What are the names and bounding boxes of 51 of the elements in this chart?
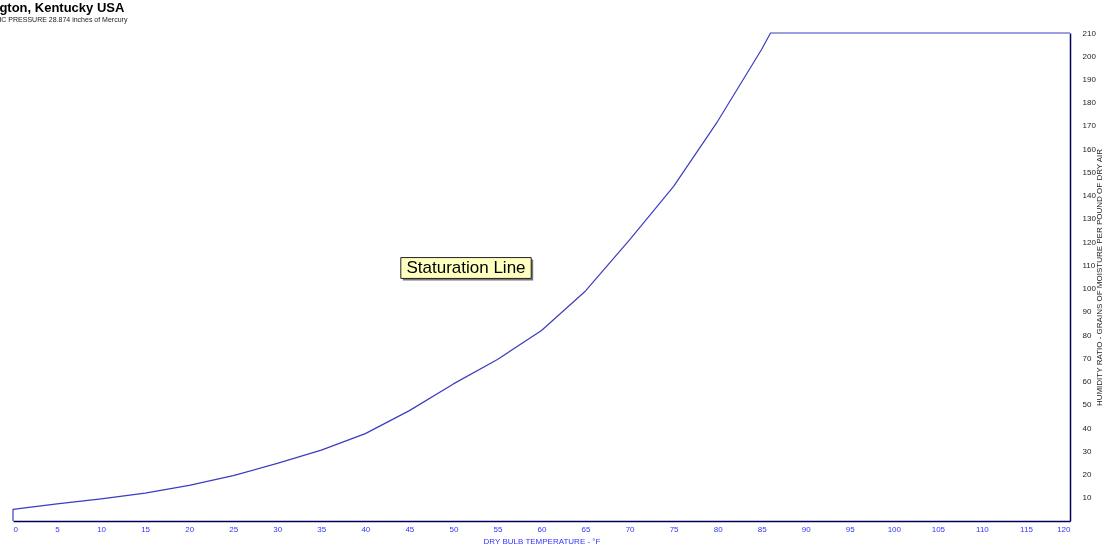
x-tick-label: 115	[1020, 524, 1034, 534]
x-tick-label: 50	[449, 524, 459, 534]
x-tick-label: 120	[1057, 524, 1072, 534]
x-tick-label: 100	[887, 524, 902, 534]
x-tick-label: 70	[625, 524, 636, 534]
x-tick-label: 105	[931, 524, 946, 534]
y-tick-label: 120	[1082, 237, 1097, 247]
y-tick-label: 210	[1082, 28, 1097, 38]
y-tick-label: 20	[1082, 470, 1092, 480]
x-tick-label: 25	[229, 524, 239, 534]
y-tick-label: 170	[1082, 121, 1097, 131]
x-tick-label: 55	[493, 524, 503, 534]
x-tick-label: 10	[97, 524, 107, 534]
x-tick-label: 110	[976, 524, 990, 534]
x-axis-title: DRY BULB TEMPERATURE - °F	[483, 536, 601, 545]
annotation: Staturation Line	[406, 258, 526, 277]
y-tick-label: 70	[1082, 353, 1092, 363]
x-tick-label: 95	[845, 524, 856, 534]
x-tick-label: 40	[361, 524, 371, 534]
y-tick-label: 190	[1082, 74, 1097, 84]
y-tick-label: 200	[1082, 51, 1097, 61]
x-tick-label: 85	[757, 524, 768, 534]
x-tick-label: 60	[537, 524, 547, 534]
x-tick-label: 30	[273, 524, 283, 534]
x-tick-label: 45	[405, 524, 415, 534]
y-tick-label: 30	[1082, 446, 1092, 456]
x-tick-label: 15	[141, 524, 151, 534]
y-tick-label: 110	[1082, 260, 1096, 270]
y-tick-label: 150	[1082, 167, 1097, 177]
y-tick-label: 180	[1082, 98, 1097, 108]
x-tick-label: 80	[713, 524, 724, 534]
y-tick-label: 10	[1082, 493, 1092, 503]
y-tick-label: 160	[1082, 144, 1097, 154]
x-tick-label: 20	[185, 524, 195, 534]
x-tick-label: 65	[581, 524, 592, 534]
y-tick-label: 90	[1082, 307, 1092, 317]
y-tick-label: 100	[1082, 284, 1097, 294]
y-tick-label: 50	[1082, 400, 1092, 410]
x-tick-label: 75	[669, 524, 680, 534]
x-tick-label: 5	[55, 524, 61, 534]
x-tick-label: 90	[801, 524, 812, 534]
y-tick-label: 130	[1082, 214, 1097, 224]
x-tick-label: 0	[13, 524, 19, 534]
x-tick-label: 35	[317, 524, 327, 534]
y-tick-label: 60	[1082, 377, 1092, 387]
chart-title: gton, Kentucky USA	[0, 0, 125, 15]
y-axis-title: HUMIDITY RATIO - GRAINS OF MOISTURE PER POUND OF DRY AIR	[1094, 148, 1104, 407]
y-tick-label: 140	[1082, 191, 1097, 201]
y-tick-label: 80	[1082, 330, 1092, 340]
y-tick-label: 40	[1082, 423, 1092, 433]
line-series	[12, 32, 1071, 522]
